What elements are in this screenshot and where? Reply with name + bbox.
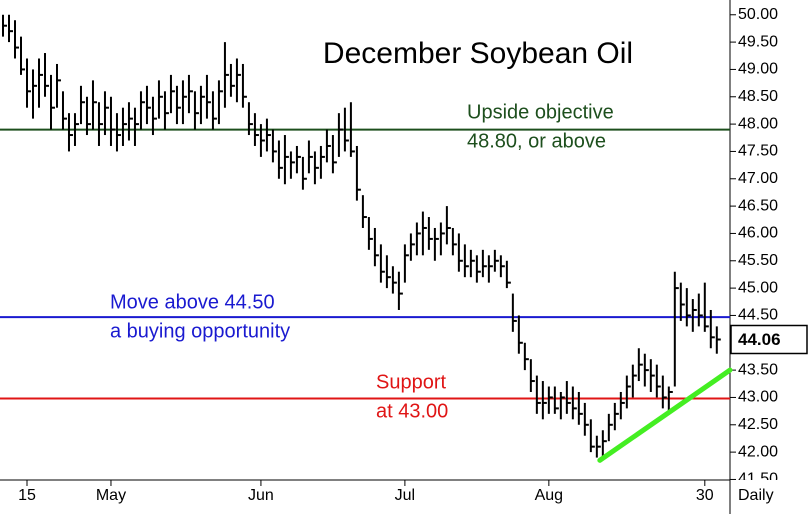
- chart-title: December Soybean Oil: [323, 37, 633, 70]
- y-tick-label: 49.00: [738, 61, 778, 78]
- trendline: [597, 367, 733, 463]
- x-tick-label: Aug: [535, 487, 563, 504]
- x-tick-label: 30: [696, 487, 714, 504]
- last-price-box: [730, 324, 808, 355]
- y-tick-label: 42.00: [738, 443, 778, 460]
- x-tick-label: Jul: [395, 487, 415, 504]
- level-annotation: a buying opportunity: [110, 320, 290, 342]
- last-price-label: 44.06: [738, 330, 781, 349]
- x-tick-label: May: [96, 487, 126, 504]
- y-tick-label: 48.50: [738, 88, 778, 105]
- y-tick-label: 44.50: [738, 307, 778, 324]
- level-annotation: Support: [376, 371, 446, 393]
- y-axis: 41.5042.0042.5043.0043.5044.0044.5045.00…: [730, 6, 778, 488]
- y-tick-label: 46.50: [738, 197, 778, 214]
- y-tick-label: 43.50: [738, 361, 778, 378]
- y-tick-label: 46.00: [738, 225, 778, 242]
- period-label: Daily: [738, 487, 774, 504]
- y-tick-label: 49.50: [738, 33, 778, 50]
- y-tick-label: 41.50: [738, 471, 778, 488]
- x-tick-label: 15: [18, 487, 36, 504]
- y-tick-label: 42.50: [738, 416, 778, 433]
- y-tick-label: 47.50: [738, 143, 778, 160]
- level-annotation: Upside objective: [467, 101, 614, 123]
- y-tick-label: 43.00: [738, 389, 778, 406]
- level-annotation: Move above 44.50: [110, 291, 275, 313]
- y-tick-label: 48.00: [738, 115, 778, 132]
- x-tick-label: Jun: [248, 487, 274, 504]
- y-tick-label: 50.00: [738, 6, 778, 23]
- y-tick-label: 45.00: [738, 279, 778, 296]
- y-tick-label: 45.50: [738, 252, 778, 269]
- level-annotation: 48.80, or above: [467, 130, 606, 152]
- level-annotation: at 43.00: [376, 400, 448, 422]
- y-tick-label: 47.00: [738, 170, 778, 187]
